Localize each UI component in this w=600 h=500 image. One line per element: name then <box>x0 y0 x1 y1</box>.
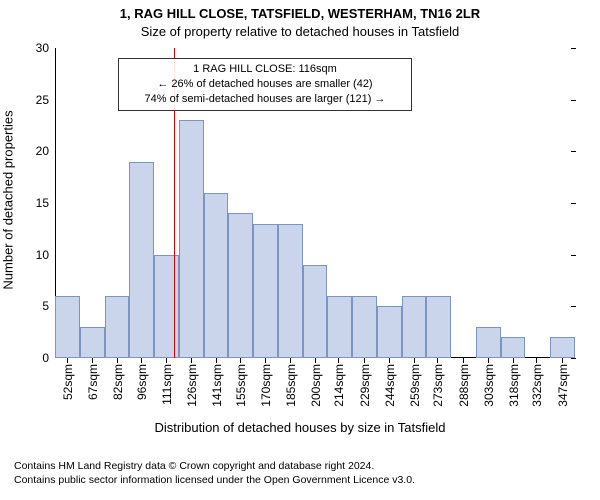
x-tick-label: 170sqm <box>257 364 273 407</box>
histogram-bar <box>377 306 402 358</box>
annotation-line2: ← 26% of detached houses are smaller (42… <box>125 77 405 92</box>
x-tick-mark <box>290 358 291 363</box>
chart-title-line2: Size of property relative to detached ho… <box>0 24 600 39</box>
histogram-bar <box>253 224 278 358</box>
y-tick-label: 20 <box>36 144 55 158</box>
x-tick-label: 303sqm <box>480 364 496 407</box>
histogram-bar <box>476 327 501 358</box>
histogram-bar <box>105 296 130 358</box>
histogram-bar <box>179 120 204 358</box>
x-tick-mark <box>315 358 316 363</box>
x-tick-label: 259sqm <box>406 364 422 407</box>
x-tick-label: 82sqm <box>109 364 125 400</box>
x-tick-mark <box>488 358 489 363</box>
x-tick-mark <box>117 358 118 363</box>
x-tick-mark <box>463 358 464 363</box>
chart-container: 1, RAG HILL CLOSE, TATSFIELD, WESTERHAM,… <box>0 0 600 500</box>
x-axis-label: Distribution of detached houses by size … <box>0 420 600 435</box>
x-tick-label: 288sqm <box>455 364 471 407</box>
histogram-bar <box>426 296 451 358</box>
x-tick-mark <box>166 358 167 363</box>
histogram-bar <box>55 296 80 358</box>
y-tick-label: 25 <box>36 93 55 107</box>
x-tick-mark <box>414 358 415 363</box>
x-tick-label: 52sqm <box>59 364 75 400</box>
y-axis-label: Number of detached properties <box>1 110 16 289</box>
x-tick-label: 214sqm <box>330 364 346 407</box>
x-tick-mark <box>338 358 339 363</box>
y-tick-mark <box>571 48 576 49</box>
y-tick-label: 30 <box>36 41 55 55</box>
x-tick-label: 273sqm <box>429 364 445 407</box>
histogram-bar <box>501 337 526 358</box>
x-tick-label: 126sqm <box>183 364 199 407</box>
y-tick-mark <box>571 100 576 101</box>
y-tick-mark <box>571 255 576 256</box>
histogram-bar <box>550 337 575 358</box>
x-tick-label: 244sqm <box>381 364 397 407</box>
y-tick-label: 0 <box>42 351 55 365</box>
y-tick-mark <box>571 306 576 307</box>
y-tick-label: 10 <box>36 248 55 262</box>
x-tick-mark <box>265 358 266 363</box>
histogram-bar <box>129 162 154 358</box>
x-tick-mark <box>216 358 217 363</box>
annotation-line1: 1 RAG HILL CLOSE: 116sqm <box>125 62 405 77</box>
histogram-bar <box>402 296 427 358</box>
x-tick-mark <box>389 358 390 363</box>
x-tick-label: 155sqm <box>232 364 248 407</box>
annotation-box: 1 RAG HILL CLOSE: 116sqm ← 26% of detach… <box>118 58 412 111</box>
x-tick-mark <box>92 358 93 363</box>
x-tick-mark <box>240 358 241 363</box>
x-tick-label: 141sqm <box>208 364 224 407</box>
x-tick-label: 229sqm <box>356 364 372 407</box>
y-tick-mark <box>571 358 576 359</box>
y-tick-label: 15 <box>36 196 55 210</box>
x-tick-label: 111sqm <box>158 364 174 405</box>
x-tick-label: 347sqm <box>554 364 570 407</box>
footer-line1: Contains HM Land Registry data © Crown c… <box>14 460 374 472</box>
footer-line2: Contains public sector information licen… <box>14 474 415 486</box>
x-tick-label: 332sqm <box>528 364 544 407</box>
x-tick-mark <box>191 358 192 363</box>
x-tick-mark <box>562 358 563 363</box>
y-tick-mark <box>571 203 576 204</box>
annotation-line3: 74% of semi-detached houses are larger (… <box>125 92 405 107</box>
x-tick-label: 318sqm <box>505 364 521 407</box>
histogram-bar <box>204 193 229 358</box>
y-tick-mark <box>571 151 576 152</box>
x-tick-label: 185sqm <box>282 364 298 407</box>
x-tick-mark <box>67 358 68 363</box>
x-tick-label: 96sqm <box>133 364 149 400</box>
histogram-bar <box>327 296 352 358</box>
chart-title-line1: 1, RAG HILL CLOSE, TATSFIELD, WESTERHAM,… <box>0 6 600 21</box>
x-tick-mark <box>437 358 438 363</box>
x-tick-mark <box>513 358 514 363</box>
footer-text: Contains HM Land Registry data © Crown c… <box>14 460 415 487</box>
histogram-bar <box>303 265 328 358</box>
histogram-bar <box>352 296 377 358</box>
histogram-bar <box>228 213 253 358</box>
x-tick-label: 67sqm <box>84 364 100 400</box>
x-tick-label: 200sqm <box>307 364 323 407</box>
y-tick-label: 5 <box>42 299 55 313</box>
x-tick-mark <box>141 358 142 363</box>
x-tick-mark <box>364 358 365 363</box>
x-tick-mark <box>536 358 537 363</box>
histogram-bar <box>80 327 105 358</box>
histogram-bar <box>278 224 303 358</box>
